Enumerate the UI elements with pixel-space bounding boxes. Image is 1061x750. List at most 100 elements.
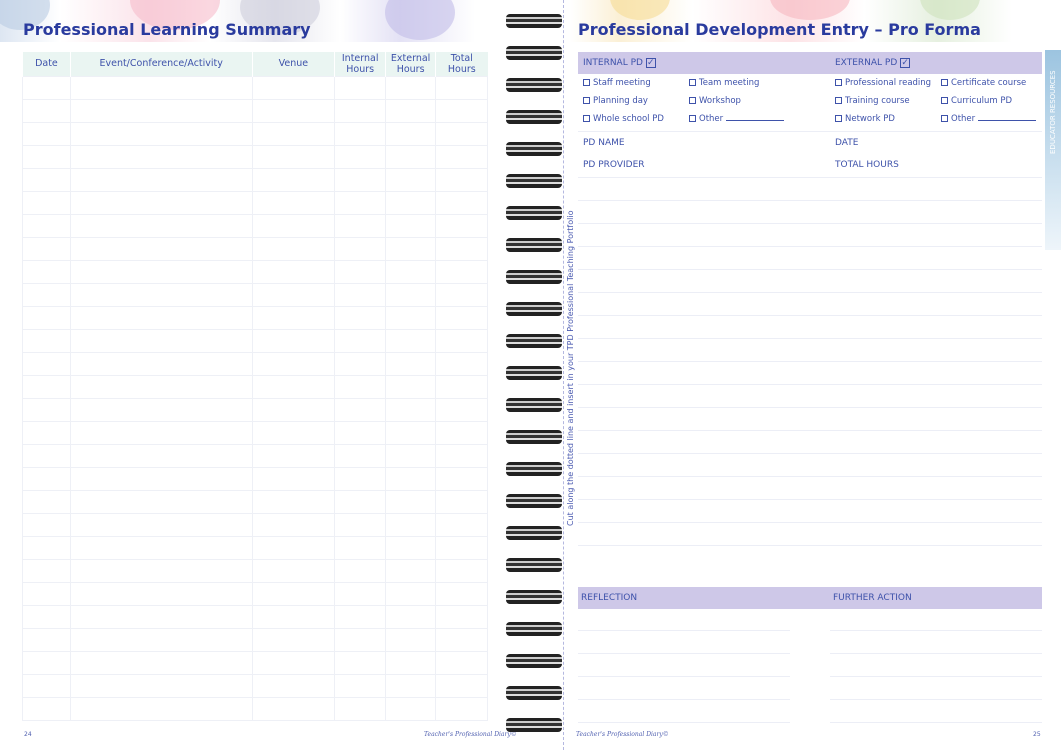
table-cell[interactable] [385,328,437,353]
table-cell[interactable] [385,144,437,169]
table-row[interactable] [22,213,488,238]
table-cell[interactable] [385,627,437,652]
checkbox-option[interactable]: Team meeting [689,78,759,88]
internal-pd-label[interactable]: INTERNAL PD ✓ [583,58,656,68]
table-row[interactable] [22,167,488,192]
table-cell[interactable] [69,167,253,192]
side-tab[interactable]: EDUCATOR RESOURCES [1045,50,1061,250]
table-cell[interactable] [385,489,437,514]
writing-line[interactable] [578,223,1042,224]
table-row[interactable] [22,604,488,629]
writing-line[interactable] [578,315,1042,316]
table-cell[interactable] [435,75,488,100]
table-cell[interactable] [251,328,336,353]
table-cell[interactable] [385,190,437,215]
writing-line[interactable] [578,177,1042,178]
table-cell[interactable] [334,328,387,353]
table-cell[interactable] [251,121,336,146]
table-cell[interactable] [435,144,488,169]
table-row[interactable] [22,75,488,100]
table-cell[interactable] [22,581,71,606]
checkbox-option[interactable]: Other [689,114,785,124]
table-cell[interactable] [435,581,488,606]
table-cell[interactable] [334,351,387,376]
table-cell[interactable] [385,282,437,307]
table-cell[interactable] [69,374,253,399]
table-cell[interactable] [22,236,71,261]
table-cell[interactable] [334,144,387,169]
table-row[interactable] [22,282,488,307]
writing-line[interactable] [830,676,1042,677]
table-cell[interactable] [385,374,437,399]
table-cell[interactable] [251,535,336,560]
table-cell[interactable] [334,213,387,238]
checkbox-option[interactable]: Curriculum PD [941,96,1012,106]
table-cell[interactable] [435,420,488,445]
checkbox-icon[interactable] [941,115,948,122]
checkbox-option[interactable]: Professional reading [835,78,931,88]
table-cell[interactable] [69,466,253,491]
table-row[interactable] [22,121,488,146]
table-cell[interactable] [251,190,336,215]
table-row[interactable] [22,374,488,399]
checkbox-option[interactable]: Certificate course [941,78,1026,88]
writing-line[interactable] [578,653,790,654]
table-cell[interactable] [251,420,336,445]
table-cell[interactable] [385,443,437,468]
table-cell[interactable] [69,512,253,537]
writing-line[interactable] [578,453,1042,454]
table-cell[interactable] [334,259,387,284]
table-cell[interactable] [334,696,387,721]
table-cell[interactable] [435,696,488,721]
table-cell[interactable] [69,236,253,261]
table-cell[interactable] [334,535,387,560]
table-cell[interactable] [69,604,253,629]
table-cell[interactable] [251,581,336,606]
table-cell[interactable] [251,75,336,100]
table-cell[interactable] [385,75,437,100]
table-cell[interactable] [385,673,437,698]
table-cell[interactable] [251,305,336,330]
writing-line[interactable] [830,653,1042,654]
table-cell[interactable] [22,650,71,675]
table-cell[interactable] [435,282,488,307]
table-cell[interactable] [22,535,71,560]
writing-line[interactable] [578,630,790,631]
table-cell[interactable] [435,167,488,192]
table-cell[interactable] [385,98,437,123]
table-cell[interactable] [251,650,336,675]
table-cell[interactable] [435,259,488,284]
table-cell[interactable] [69,75,253,100]
table-cell[interactable] [334,167,387,192]
table-cell[interactable] [69,581,253,606]
table-cell[interactable] [334,190,387,215]
external-pd-label[interactable]: EXTERNAL PD ✓ [835,58,911,68]
table-cell[interactable] [22,259,71,284]
checkbox-icon[interactable] [689,97,696,104]
table-cell[interactable] [385,650,437,675]
checkbox-icon[interactable] [583,97,590,104]
table-cell[interactable] [334,466,387,491]
table-row[interactable] [22,627,488,652]
table-cell[interactable] [22,305,71,330]
table-cell[interactable] [69,673,253,698]
table-cell[interactable] [385,167,437,192]
table-cell[interactable] [385,121,437,146]
writing-line[interactable] [830,630,1042,631]
checkbox-icon[interactable] [941,97,948,104]
table-cell[interactable] [251,466,336,491]
table-cell[interactable] [69,351,253,376]
table-cell[interactable] [69,397,253,422]
table-cell[interactable] [69,558,253,583]
table-row[interactable] [22,696,488,721]
table-cell[interactable] [435,397,488,422]
table-cell[interactable] [385,213,437,238]
table-cell[interactable] [334,443,387,468]
table-cell[interactable] [435,627,488,652]
writing-line[interactable] [578,430,1042,431]
table-cell[interactable] [435,650,488,675]
table-row[interactable] [22,328,488,353]
table-cell[interactable] [22,558,71,583]
table-cell[interactable] [385,558,437,583]
table-cell[interactable] [334,305,387,330]
